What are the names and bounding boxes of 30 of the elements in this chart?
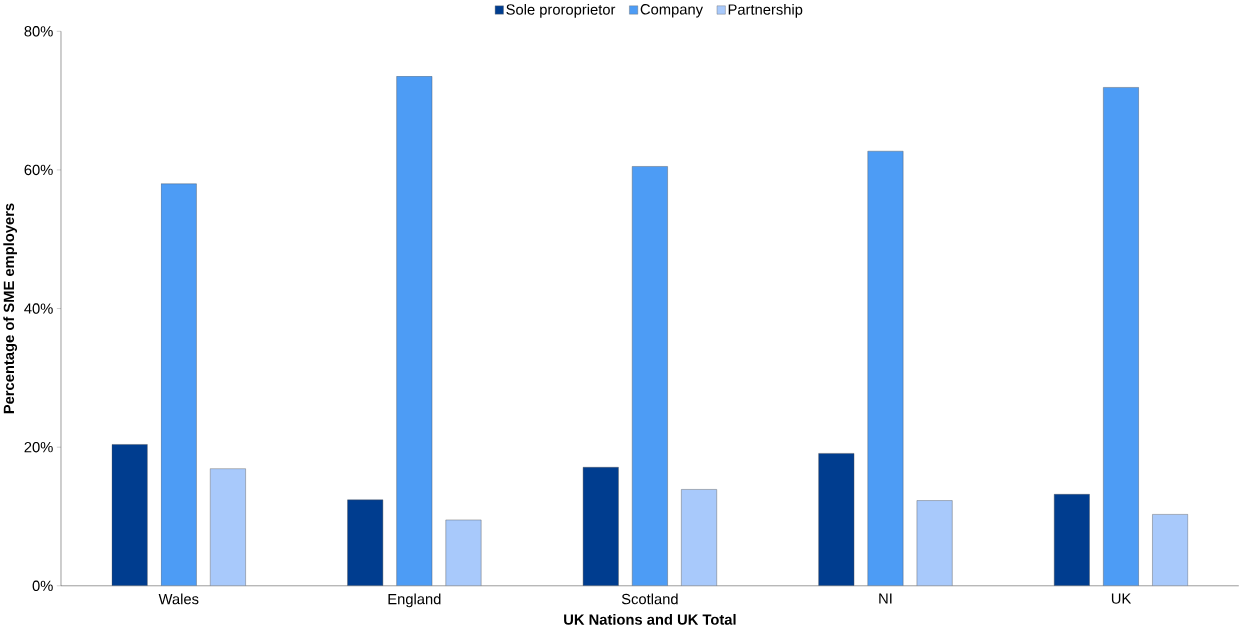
bar <box>867 151 904 586</box>
bar <box>111 444 148 586</box>
x-tick-label: Scotland <box>621 593 678 605</box>
x-tick-label: Wales <box>158 593 199 605</box>
y-tick-label: 0% <box>32 580 53 591</box>
legend-label: Company <box>640 4 703 18</box>
bar <box>1054 494 1090 586</box>
y-tick-label: 60% <box>24 164 53 176</box>
y-tick-label: 40% <box>24 303 53 314</box>
bar <box>160 183 197 586</box>
bar <box>632 166 668 586</box>
bar <box>445 519 482 586</box>
y-axis-title: Percentage of SME employers <box>3 203 18 414</box>
legend-label: Sole proroprietor <box>506 3 616 18</box>
x-tick-label: England <box>388 593 441 608</box>
x-tick-label: NI <box>879 593 892 604</box>
bar <box>818 453 855 586</box>
bar <box>396 76 433 586</box>
bar <box>582 467 619 586</box>
bar <box>681 489 717 586</box>
bar <box>210 468 246 586</box>
bar <box>916 500 953 586</box>
x-tick-label: UK <box>1111 593 1132 604</box>
y-tick-label: 80% <box>24 26 53 37</box>
bar <box>1152 514 1189 586</box>
legend-label: Partnership <box>728 3 803 18</box>
bar <box>1103 87 1139 586</box>
x-axis-title: UK Nations and UK Total <box>564 613 736 625</box>
y-tick-label: 20% <box>24 441 53 453</box>
bar <box>347 499 384 586</box>
